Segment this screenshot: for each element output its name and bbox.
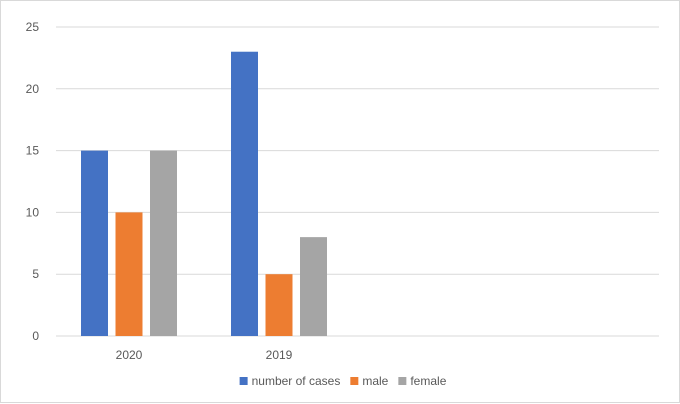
y-tick-label: 0 (32, 329, 39, 343)
legend-swatch-female (398, 377, 407, 385)
bar-number-of-cases-2020 (81, 150, 108, 336)
y-tick-label: 20 (26, 82, 40, 96)
legend-label-female: female (410, 374, 446, 388)
bar-female-2020 (150, 150, 177, 336)
y-tick-label: 25 (26, 20, 40, 34)
bar-male-2020 (115, 212, 143, 336)
legend-label-male: male (362, 374, 388, 388)
y-tick-label: 15 (26, 144, 40, 158)
bar-female-2019 (300, 237, 327, 336)
legend-swatch-male (350, 377, 359, 385)
gridlines (56, 26, 659, 337)
x-tick-label: 2020 (116, 348, 143, 362)
legend: number of cases male female (239, 374, 447, 388)
y-axis-ticks: 0 5 10 15 20 25 (26, 20, 40, 343)
legend-swatch-number-of-cases (239, 377, 248, 385)
bars (81, 51, 327, 336)
x-tick-label: 2019 (266, 348, 293, 362)
legend-label-number-of-cases: number of cases (252, 374, 341, 388)
y-tick-label: 5 (32, 267, 39, 281)
y-tick-label: 10 (26, 205, 40, 219)
bar-male-2019 (265, 274, 293, 336)
x-axis-ticks: 2020 2019 (116, 348, 293, 362)
bar-number-of-cases-2019 (231, 51, 258, 336)
